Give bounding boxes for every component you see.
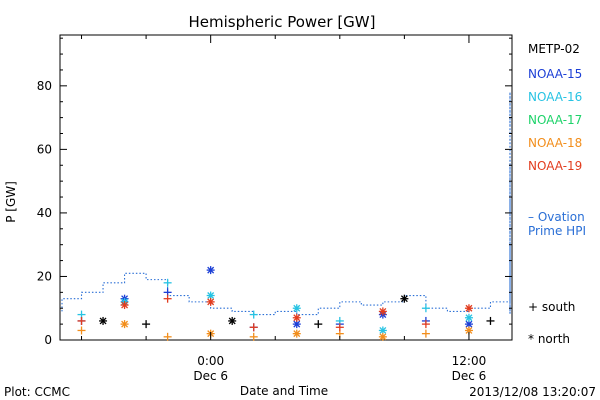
y-tick-label: 0 xyxy=(44,333,52,347)
plus-marker xyxy=(421,304,430,313)
legend-entry-noaa-18: NOAA-18 xyxy=(528,136,582,150)
asterisk-marker xyxy=(292,313,301,322)
asterisk-marker xyxy=(400,294,409,303)
y-tick-label: 80 xyxy=(37,79,52,93)
plus-marker xyxy=(421,320,430,329)
plus-marker xyxy=(142,320,151,329)
asterisk-marker xyxy=(99,316,108,325)
plot-credit: Plot: CCMC xyxy=(4,385,70,399)
asterisk-marker xyxy=(206,266,215,275)
asterisk-marker xyxy=(120,320,129,329)
chart-legend: METP-02 NOAA-15 NOAA-16 NOAA-17 NOAA-18 … xyxy=(528,42,586,346)
x-tick-date-label: Dec 6 xyxy=(193,369,228,383)
x-tick-date-label: Dec 6 xyxy=(452,369,487,383)
legend-entry-noaa-19: NOAA-19 xyxy=(528,159,582,173)
plus-marker xyxy=(163,294,172,303)
plus-marker xyxy=(335,323,344,332)
asterisk-marker xyxy=(292,304,301,313)
y-tick-label: 60 xyxy=(37,142,52,156)
y-tick-label: 20 xyxy=(37,269,52,283)
plot-axes xyxy=(59,34,513,341)
asterisk-marker xyxy=(206,291,215,300)
legend-entry-noaa-17: NOAA-17 xyxy=(528,113,582,127)
asterisk-marker xyxy=(120,301,129,310)
asterisk-marker xyxy=(464,313,473,322)
plus-marker xyxy=(163,278,172,287)
asterisk-marker xyxy=(378,332,387,341)
plus-marker xyxy=(163,332,172,341)
x-tick-time-label: 0:00 xyxy=(197,354,224,368)
plus-marker xyxy=(77,326,86,335)
ovation-prime-hpi-line xyxy=(61,92,511,316)
plus-marker xyxy=(77,316,86,325)
legend-ovation-label-1: – Ovation xyxy=(528,210,585,224)
legend-entry-metp-02: METP-02 xyxy=(528,42,580,56)
satellite-markers xyxy=(77,266,495,341)
plot-frame xyxy=(59,34,513,341)
legend-entry-noaa-15: NOAA-15 xyxy=(528,67,582,81)
plus-marker xyxy=(486,316,495,325)
legend-north-label: * north xyxy=(528,332,570,346)
ovation-step-path xyxy=(61,92,511,316)
legend-entry-noaa-16: NOAA-16 xyxy=(528,90,582,104)
asterisk-marker xyxy=(206,297,215,306)
asterisk-marker xyxy=(228,316,237,325)
x-axis-label: Date and Time xyxy=(240,384,328,398)
legend-ovation-label-2: Prime HPI xyxy=(528,224,586,238)
asterisk-marker xyxy=(292,329,301,338)
plus-marker xyxy=(421,329,430,338)
y-axis-label: P [GW] xyxy=(4,181,18,223)
plus-marker xyxy=(314,320,323,329)
asterisk-marker xyxy=(378,307,387,316)
asterisk-marker xyxy=(464,304,473,313)
plus-marker xyxy=(249,323,258,332)
plus-marker xyxy=(249,310,258,319)
plus-marker xyxy=(249,332,258,341)
x-tick-time-label: 12:00 xyxy=(452,354,487,368)
y-tick-label: 40 xyxy=(37,206,52,220)
legend-south-label: + south xyxy=(528,300,575,314)
plot-timestamp: 2013/12/08 13:20:07 xyxy=(469,385,596,399)
y-axis-ticks: 0 20 40 60 80 xyxy=(37,37,512,347)
chart-title: Hemispheric Power [GW] xyxy=(189,13,376,31)
